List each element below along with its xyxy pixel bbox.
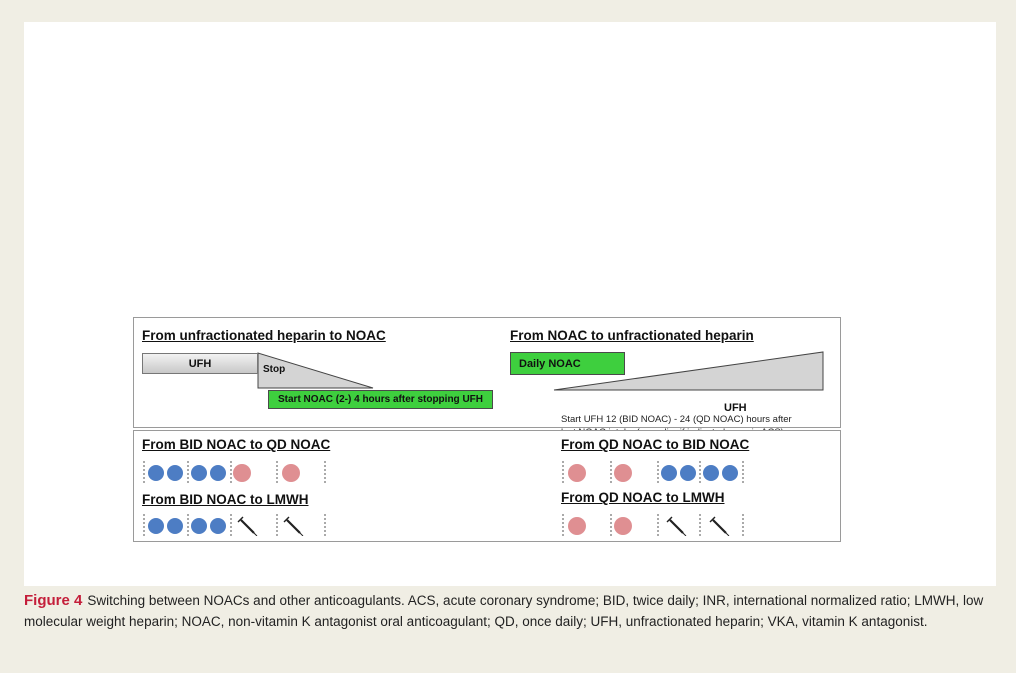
noac-switch-box: From BID NOAC to QD NOAC From BID NOAC t… xyxy=(133,430,841,542)
qd-to-bid-title: From QD NOAC to BID NOAC xyxy=(561,437,750,452)
qd-dose-dot xyxy=(568,517,586,535)
syringe-icon xyxy=(666,516,687,536)
ufh-ramp-wedge xyxy=(553,351,824,391)
ufh-ramp-label: UFH xyxy=(724,402,747,414)
bid-dose-dot xyxy=(680,465,696,481)
bid-dose-dot xyxy=(722,465,738,481)
qd-dose-dot xyxy=(614,464,632,482)
start-noac-box: Start NOAC (2-) 4 hours after stopping U… xyxy=(268,390,493,409)
bid-to-qd-title: From BID NOAC to QD NOAC xyxy=(142,437,331,452)
caption-text: Switching between NOACs and other antico… xyxy=(24,593,984,629)
qd-dose-dot xyxy=(233,464,251,482)
qd-to-lmwh-dose-row xyxy=(562,514,744,536)
syringe-icon xyxy=(709,516,730,536)
taper-wedges xyxy=(257,351,824,391)
bid-dose-dot xyxy=(703,465,719,481)
bid-dose-dot xyxy=(167,518,183,534)
figure-label: Figure 4 xyxy=(24,592,83,609)
bid-dose-dot xyxy=(191,518,207,534)
heparin-switch-box: From unfractionated heparin to NOAC UFH … xyxy=(133,317,841,438)
bid-dose-dot xyxy=(191,465,207,481)
qd-to-bid-dose-row xyxy=(562,461,744,483)
heparin-to-noac-title: From unfractionated heparin to NOAC xyxy=(142,328,386,343)
qd-to-lmwh-title: From QD NOAC to LMWH xyxy=(561,490,725,505)
syringe-icon xyxy=(283,516,304,536)
bid-dose-dot xyxy=(210,465,226,481)
bid-to-lmwh-title: From BID NOAC to LMWH xyxy=(142,492,309,507)
ufh-taper-wedge xyxy=(257,352,374,389)
figure-caption: Figure 4 Switching between NOACs and othe… xyxy=(24,590,996,632)
bid-dose-dot xyxy=(167,465,183,481)
bid-to-qd-dose-row xyxy=(143,461,326,483)
bid-dose-dot xyxy=(661,465,677,481)
daily-noac-box: Daily NOAC xyxy=(510,352,625,375)
stop-label: Stop xyxy=(263,364,286,375)
syringe-icon xyxy=(237,516,258,536)
bid-dose-dot xyxy=(148,465,164,481)
qd-dose-dot xyxy=(282,464,300,482)
noac-to-heparin-title: From NOAC to unfractionated heparin xyxy=(510,328,754,343)
qd-dose-dot xyxy=(614,517,632,535)
qd-dose-dot xyxy=(568,464,586,482)
ufh-box: UFH xyxy=(142,353,258,374)
bid-to-lmwh-dose-row xyxy=(143,514,326,536)
bid-dose-dot xyxy=(210,518,226,534)
ufh-start-note-line1: Start UFH 12 (BID NOAC) - 24 (QD NOAC) h… xyxy=(561,414,792,425)
bid-dose-dot xyxy=(148,518,164,534)
